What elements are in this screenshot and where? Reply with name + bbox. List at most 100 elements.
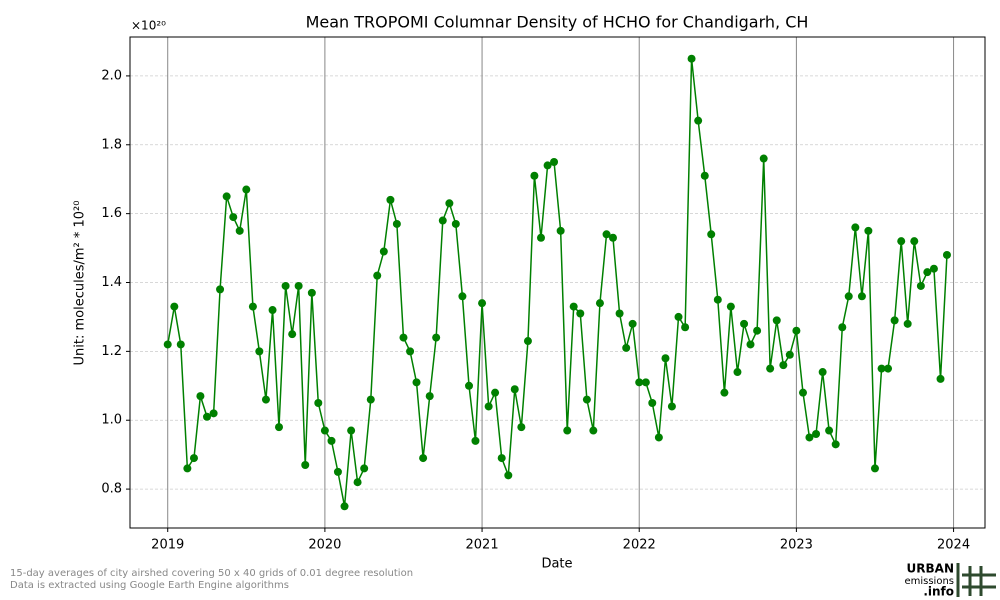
data-point (471, 436, 480, 445)
data-point (386, 195, 395, 204)
x-tick-label: 2024 (937, 538, 970, 553)
data-point (242, 185, 251, 194)
data-point (825, 426, 834, 435)
data-point (288, 330, 297, 339)
data-point (654, 433, 663, 442)
data-point (373, 271, 382, 280)
data-point (929, 264, 938, 273)
data-point (818, 368, 827, 377)
data-point (248, 302, 257, 311)
data-point (857, 292, 866, 301)
data-point (281, 281, 290, 290)
y-tick-label: 1.8 (101, 137, 122, 152)
data-point (523, 337, 532, 346)
data-point (550, 157, 559, 166)
logo-text: emissions (904, 576, 954, 587)
data-point (353, 478, 362, 487)
data-point (785, 350, 794, 359)
data-point (694, 116, 703, 125)
data-point (798, 388, 807, 397)
data-point (235, 226, 244, 235)
data-point (648, 399, 657, 408)
data-point (491, 388, 500, 397)
data-point (347, 426, 356, 435)
data-point (766, 364, 775, 373)
data-point (870, 464, 879, 473)
data-point (307, 288, 316, 297)
logo-text: URBAN (907, 562, 954, 576)
data-point (340, 502, 349, 511)
data-point (674, 312, 683, 321)
data-point (602, 230, 611, 239)
data-point (831, 440, 840, 449)
data-point (667, 402, 676, 411)
logo: URBAN emissions .info (904, 562, 996, 599)
data-point (301, 460, 310, 469)
data-point (478, 299, 487, 308)
data-point (543, 161, 552, 170)
data-point (661, 354, 670, 363)
y-tick-label: 2.0 (101, 68, 122, 83)
data-point (229, 213, 238, 222)
data-point (746, 340, 755, 349)
y-tick-label: 1.2 (101, 344, 122, 359)
data-point (792, 326, 801, 335)
data-point (170, 302, 179, 311)
data-point (268, 306, 277, 315)
data-point (176, 340, 185, 349)
y-tick-label: 1.6 (101, 206, 122, 221)
data-point (910, 237, 919, 246)
data-point (333, 467, 342, 476)
data-point (772, 316, 781, 325)
data-point (916, 281, 925, 290)
data-point (779, 361, 788, 370)
x-tick-label: 2023 (780, 538, 813, 553)
x-tick-label: 2019 (151, 538, 184, 553)
y-tick-label: 1.4 (101, 275, 122, 290)
data-point (687, 54, 696, 63)
data-point (320, 426, 329, 435)
logo-icon (956, 563, 996, 597)
plot-frame (129, 36, 986, 529)
x-axis-label: Date (541, 557, 572, 572)
data-point (576, 309, 585, 318)
data-point (445, 199, 454, 208)
data-point (465, 381, 474, 390)
data-point (759, 154, 768, 163)
x-tick-label: 2022 (623, 538, 656, 553)
data-point (851, 223, 860, 232)
x-tick-label: 2020 (308, 538, 341, 553)
data-point (216, 285, 225, 294)
data-point (753, 326, 762, 335)
data-point (903, 319, 912, 328)
data-point (923, 268, 932, 277)
data-point (864, 226, 873, 235)
data-point (707, 230, 716, 239)
y-axis-label: Unit: molecules/m² * 10²⁰ (73, 201, 88, 366)
footnote: 15-day averages of city airshed covering… (10, 568, 413, 579)
data-point (504, 471, 513, 480)
data-point (681, 323, 690, 332)
data-point (274, 423, 283, 432)
data-point (530, 171, 539, 180)
data-point (713, 295, 722, 304)
x-tick-label: 2021 (466, 538, 499, 553)
data-point (360, 464, 369, 473)
data-point (589, 426, 598, 435)
data-point (720, 388, 729, 397)
data-point (622, 343, 631, 352)
data-point (379, 247, 388, 256)
data-point (844, 292, 853, 301)
data-point (812, 430, 821, 439)
data-point (484, 402, 493, 411)
data-point (458, 292, 467, 301)
data-point (255, 347, 264, 356)
data-point (314, 399, 323, 408)
data-point (838, 323, 847, 332)
data-point (294, 281, 303, 290)
data-point (163, 340, 172, 349)
data-point (805, 433, 814, 442)
data-point (432, 333, 441, 342)
data-point (635, 378, 644, 387)
